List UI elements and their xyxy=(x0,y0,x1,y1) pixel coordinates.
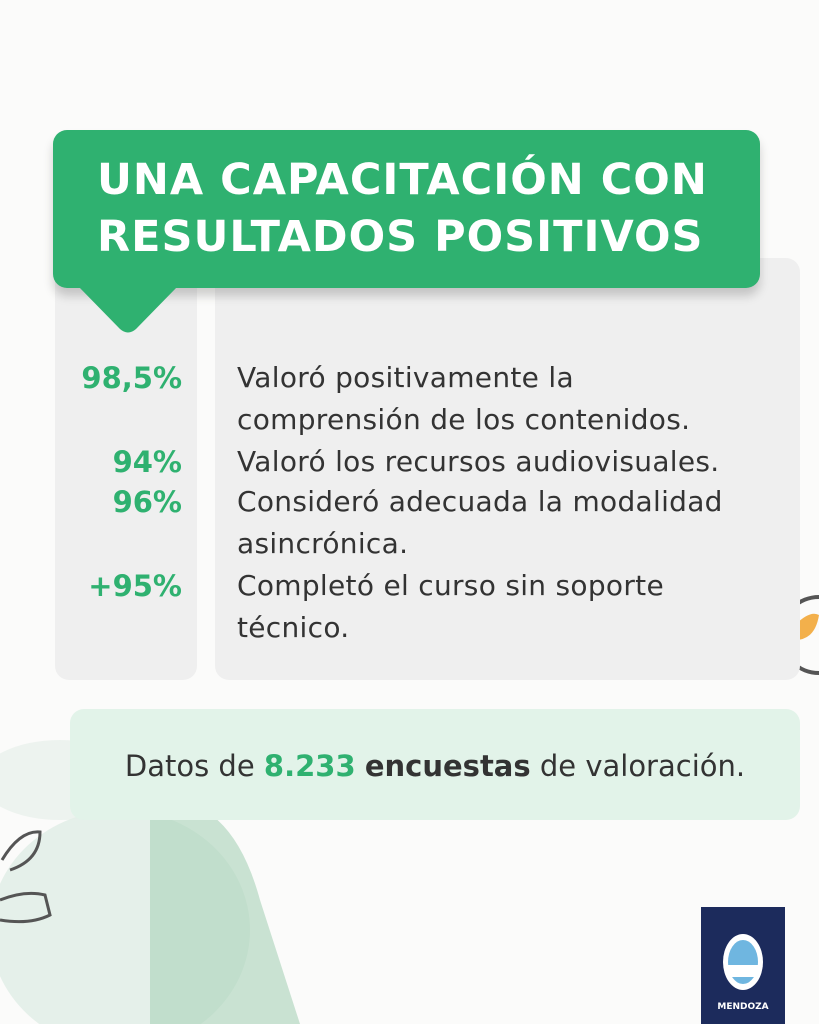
logo-emblem xyxy=(723,934,763,990)
logo-label: MENDOZA xyxy=(717,1002,769,1012)
header-pointer xyxy=(78,286,178,333)
stat-text: Valoró positivamente la comprensión de l… xyxy=(237,357,690,441)
logo xyxy=(701,907,785,1024)
footer-part: Datos de xyxy=(124,749,255,783)
footer-box xyxy=(70,709,800,820)
stat-value: 98,5% xyxy=(81,361,182,395)
header-box xyxy=(53,130,760,288)
stat-text: Valoró los recursos audiovisuales. xyxy=(237,441,719,483)
stat-line: Valoró positivamente la xyxy=(237,361,574,394)
stat-text: Consideró adecuada la modalidad asincrón… xyxy=(237,481,723,565)
title: UNA CAPACITACIÓN CON RESULTADOS POSITIVO… xyxy=(97,152,708,266)
stat-text: Completó el curso sin soporte técnico. xyxy=(237,565,664,649)
stat-line: Completó el curso sin soporte xyxy=(237,569,664,602)
footer-part: de valoración. xyxy=(539,749,746,783)
stat-line: técnico. xyxy=(237,611,350,644)
stat-line: asincrónica. xyxy=(237,527,409,560)
stat-value: 94% xyxy=(112,445,182,479)
footer-text: Datos de 8.233 encuestas de valoración. xyxy=(70,744,800,788)
stat-line: comprensión de los contenidos. xyxy=(237,403,691,436)
stat-line: Valoró los recursos audiovisuales. xyxy=(237,445,720,478)
title-line: RESULTADOS POSITIVOS xyxy=(97,212,704,262)
stat-line: Consideró adecuada la modalidad xyxy=(237,485,723,518)
footer-number: 8.233 xyxy=(263,749,356,783)
stat-value: +95% xyxy=(88,569,182,603)
title-line: UNA CAPACITACIÓN CON xyxy=(97,155,708,205)
footer-part: encuestas xyxy=(364,749,531,783)
stat-value: 96% xyxy=(112,485,182,519)
right-panel xyxy=(215,258,800,680)
